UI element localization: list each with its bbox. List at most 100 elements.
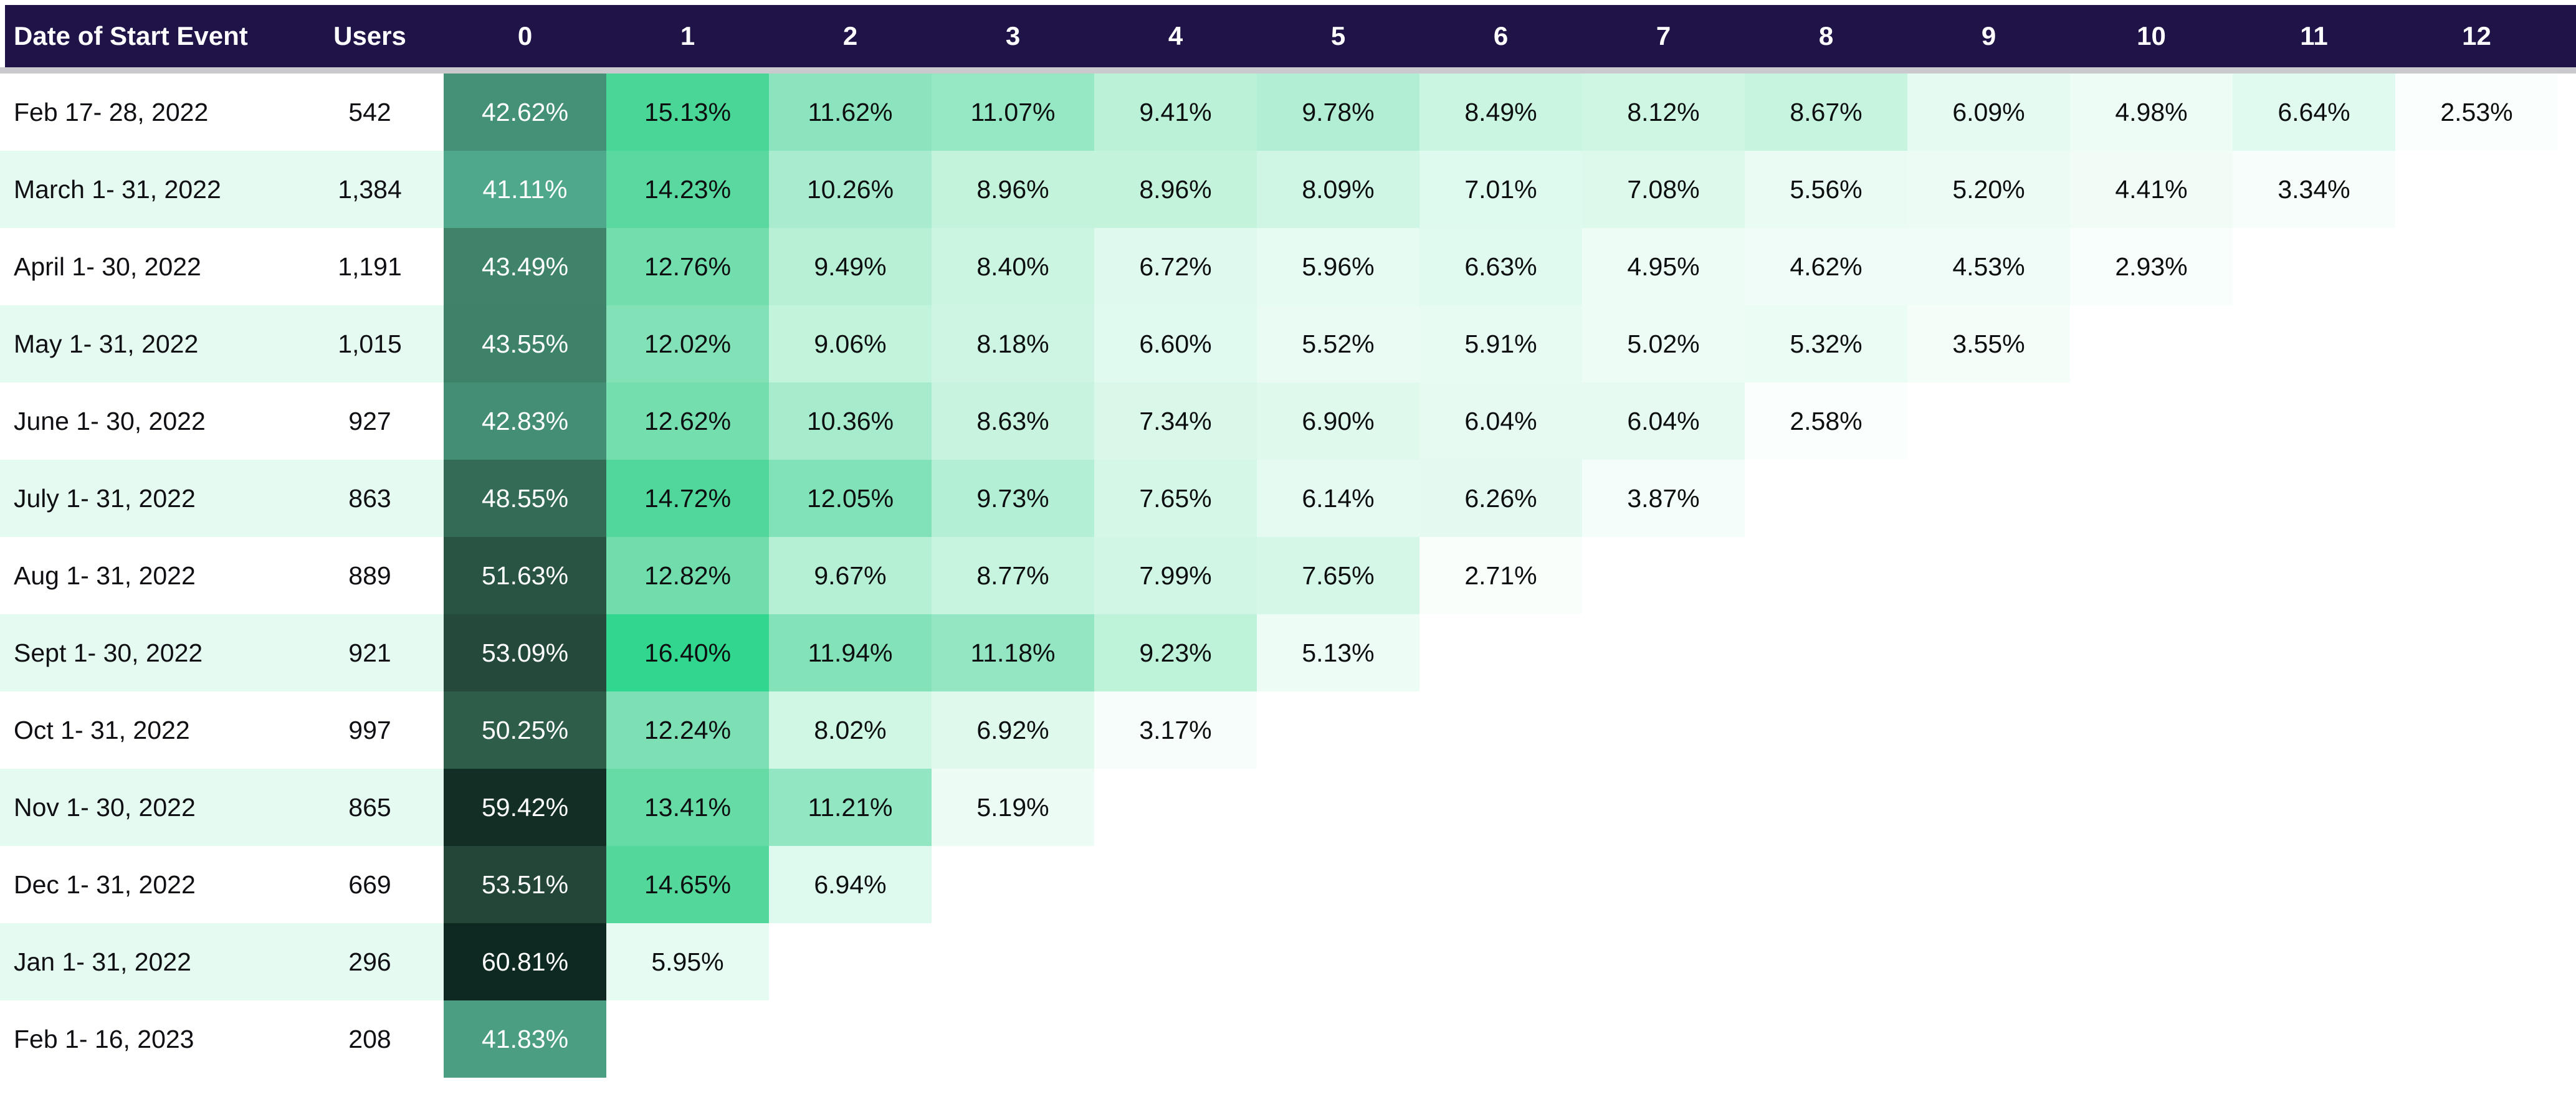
retention-cell[interactable]: 8.96% <box>932 151 1094 228</box>
retention-cell[interactable]: 5.32% <box>1745 305 1907 382</box>
retention-cell[interactable]: 6.94% <box>769 846 932 923</box>
retention-cell[interactable]: 53.51% <box>444 846 606 923</box>
retention-cell[interactable]: 10.36% <box>769 382 932 460</box>
retention-cell[interactable]: 8.12% <box>1582 74 1745 151</box>
retention-cell[interactable]: 2.71% <box>1419 537 1582 614</box>
retention-cell[interactable]: 9.73% <box>932 460 1094 537</box>
retention-cell[interactable]: 6.09% <box>1907 74 2070 151</box>
retention-cell[interactable]: 10.26% <box>769 151 932 228</box>
retention-cell[interactable]: 4.53% <box>1907 228 2070 305</box>
retention-cell[interactable]: 5.96% <box>1257 228 1419 305</box>
retention-cell[interactable]: 11.94% <box>769 614 932 691</box>
retention-cell[interactable]: 9.41% <box>1094 74 1257 151</box>
retention-cell[interactable]: 42.62% <box>444 74 606 151</box>
retention-cell[interactable]: 4.95% <box>1582 228 1745 305</box>
retention-cell[interactable]: 8.40% <box>932 228 1094 305</box>
retention-cell[interactable]: 6.92% <box>932 691 1094 769</box>
retention-cell[interactable]: 51.63% <box>444 537 606 614</box>
retention-cell[interactable]: 12.82% <box>606 537 769 614</box>
retention-cell[interactable]: 41.11% <box>444 151 606 228</box>
retention-cell[interactable]: 12.05% <box>769 460 932 537</box>
retention-cell[interactable]: 11.21% <box>769 769 932 846</box>
retention-cell[interactable]: 48.55% <box>444 460 606 537</box>
retention-cell[interactable]: 6.14% <box>1257 460 1419 537</box>
retention-cell[interactable]: 6.64% <box>2233 74 2395 151</box>
retention-cell[interactable]: 4.98% <box>2070 74 2233 151</box>
retention-cell[interactable]: 8.96% <box>1094 151 1257 228</box>
retention-cell[interactable]: 5.91% <box>1419 305 1582 382</box>
cohort-users-count: 296 <box>296 923 444 1000</box>
retention-cell[interactable]: 43.55% <box>444 305 606 382</box>
retention-cell[interactable]: 6.63% <box>1419 228 1582 305</box>
retention-cell[interactable]: 5.19% <box>932 769 1094 846</box>
retention-cell[interactable]: 9.23% <box>1094 614 1257 691</box>
cohort-row: Dec 1- 31, 2022 669 53.51% 14.65% 6.94% <box>0 846 2576 923</box>
retention-cell[interactable]: 2.93% <box>2070 228 2233 305</box>
empty-cell <box>1907 460 2070 537</box>
retention-cell[interactable]: 3.55% <box>1907 305 2070 382</box>
retention-cell[interactable]: 6.04% <box>1582 382 1745 460</box>
retention-cell[interactable]: 9.06% <box>769 305 932 382</box>
retention-cell[interactable]: 14.72% <box>606 460 769 537</box>
retention-cell[interactable]: 4.62% <box>1745 228 1907 305</box>
retention-cell[interactable]: 12.02% <box>606 305 769 382</box>
retention-cell[interactable]: 8.02% <box>769 691 932 769</box>
retention-cell[interactable]: 3.34% <box>2233 151 2395 228</box>
retention-cell[interactable]: 13.41% <box>606 769 769 846</box>
retention-cell[interactable]: 12.76% <box>606 228 769 305</box>
empty-cell <box>2395 769 2558 846</box>
retention-cell[interactable]: 4.41% <box>2070 151 2233 228</box>
retention-cell[interactable]: 9.49% <box>769 228 932 305</box>
retention-cell[interactable]: 3.17% <box>1094 691 1257 769</box>
retention-cell[interactable]: 8.18% <box>932 305 1094 382</box>
retention-cell[interactable]: 6.26% <box>1419 460 1582 537</box>
retention-cell[interactable]: 6.04% <box>1419 382 1582 460</box>
retention-cell[interactable]: 16.40% <box>606 614 769 691</box>
retention-cell[interactable]: 5.56% <box>1745 151 1907 228</box>
retention-cell[interactable]: 5.13% <box>1257 614 1419 691</box>
retention-cell[interactable]: 5.95% <box>606 923 769 1000</box>
cohort-row: April 1- 30, 2022 1,191 43.49% 12.76% 9.49% 8… <box>0 228 2576 305</box>
retention-cell[interactable]: 3.87% <box>1582 460 1745 537</box>
retention-cell[interactable]: 12.24% <box>606 691 769 769</box>
retention-cell[interactable]: 6.90% <box>1257 382 1419 460</box>
empty-cell <box>932 923 1094 1000</box>
retention-cell[interactable]: 8.63% <box>932 382 1094 460</box>
retention-cell[interactable]: 2.58% <box>1745 382 1907 460</box>
retention-cell[interactable]: 7.34% <box>1094 382 1257 460</box>
retention-cell[interactable]: 6.72% <box>1094 228 1257 305</box>
retention-cell[interactable]: 59.42% <box>444 769 606 846</box>
retention-cell[interactable]: 50.25% <box>444 691 606 769</box>
retention-cell[interactable]: 14.23% <box>606 151 769 228</box>
retention-cell[interactable]: 2.53% <box>2395 74 2558 151</box>
column-header-month-7: 7 <box>1656 21 1671 50</box>
retention-cell[interactable]: 8.67% <box>1745 74 1907 151</box>
retention-cell[interactable]: 7.99% <box>1094 537 1257 614</box>
empty-cell <box>769 1000 932 1078</box>
retention-cell[interactable]: 42.83% <box>444 382 606 460</box>
retention-cell[interactable]: 6.60% <box>1094 305 1257 382</box>
retention-cell[interactable]: 11.07% <box>932 74 1094 151</box>
retention-cell[interactable]: 53.09% <box>444 614 606 691</box>
retention-cell[interactable]: 7.65% <box>1257 537 1419 614</box>
retention-cell[interactable]: 8.49% <box>1419 74 1582 151</box>
cohort-row: Aug 1- 31, 2022 889 51.63% 12.82% 9.67% 8.77%… <box>0 537 2576 614</box>
retention-cell[interactable]: 60.81% <box>444 923 606 1000</box>
retention-cell[interactable]: 7.08% <box>1582 151 1745 228</box>
retention-cell[interactable]: 15.13% <box>606 74 769 151</box>
retention-cell[interactable]: 41.83% <box>444 1000 606 1078</box>
retention-cell[interactable]: 8.09% <box>1257 151 1419 228</box>
retention-cell[interactable]: 12.62% <box>606 382 769 460</box>
retention-cell[interactable]: 5.02% <box>1582 305 1745 382</box>
retention-cell[interactable]: 5.52% <box>1257 305 1419 382</box>
retention-cell[interactable]: 11.62% <box>769 74 932 151</box>
retention-cell[interactable]: 5.20% <box>1907 151 2070 228</box>
retention-cell[interactable]: 11.18% <box>932 614 1094 691</box>
retention-cell[interactable]: 8.77% <box>932 537 1094 614</box>
retention-cell[interactable]: 7.01% <box>1419 151 1582 228</box>
retention-cell[interactable]: 43.49% <box>444 228 606 305</box>
retention-cell[interactable]: 9.67% <box>769 537 932 614</box>
retention-cell[interactable]: 9.78% <box>1257 74 1419 151</box>
retention-cell[interactable]: 14.65% <box>606 846 769 923</box>
retention-cell[interactable]: 7.65% <box>1094 460 1257 537</box>
